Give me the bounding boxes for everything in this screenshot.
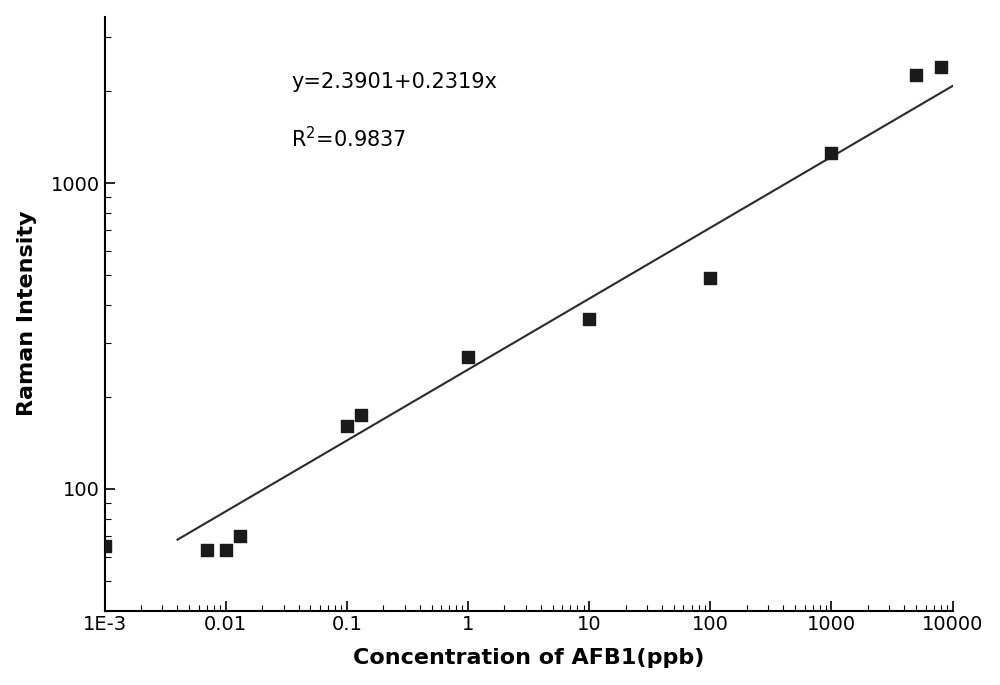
Point — [460, 351, 476, 362]
Point — [353, 409, 369, 420]
Text: R$^2$=0.9837: R$^2$=0.9837 — [291, 126, 406, 151]
Point — [232, 531, 248, 542]
Point — [581, 313, 597, 324]
Point — [908, 70, 924, 81]
Point — [933, 61, 949, 72]
Point — [97, 540, 113, 551]
Y-axis label: Raman Intensity: Raman Intensity — [17, 211, 37, 416]
Point — [823, 148, 839, 159]
X-axis label: Concentration of AFB1(ppb): Concentration of AFB1(ppb) — [353, 648, 704, 669]
Point — [702, 273, 718, 284]
Point — [339, 421, 355, 432]
Text: y=2.3901+0.2319x: y=2.3901+0.2319x — [291, 72, 497, 92]
Point — [218, 545, 234, 556]
Point — [199, 545, 215, 556]
